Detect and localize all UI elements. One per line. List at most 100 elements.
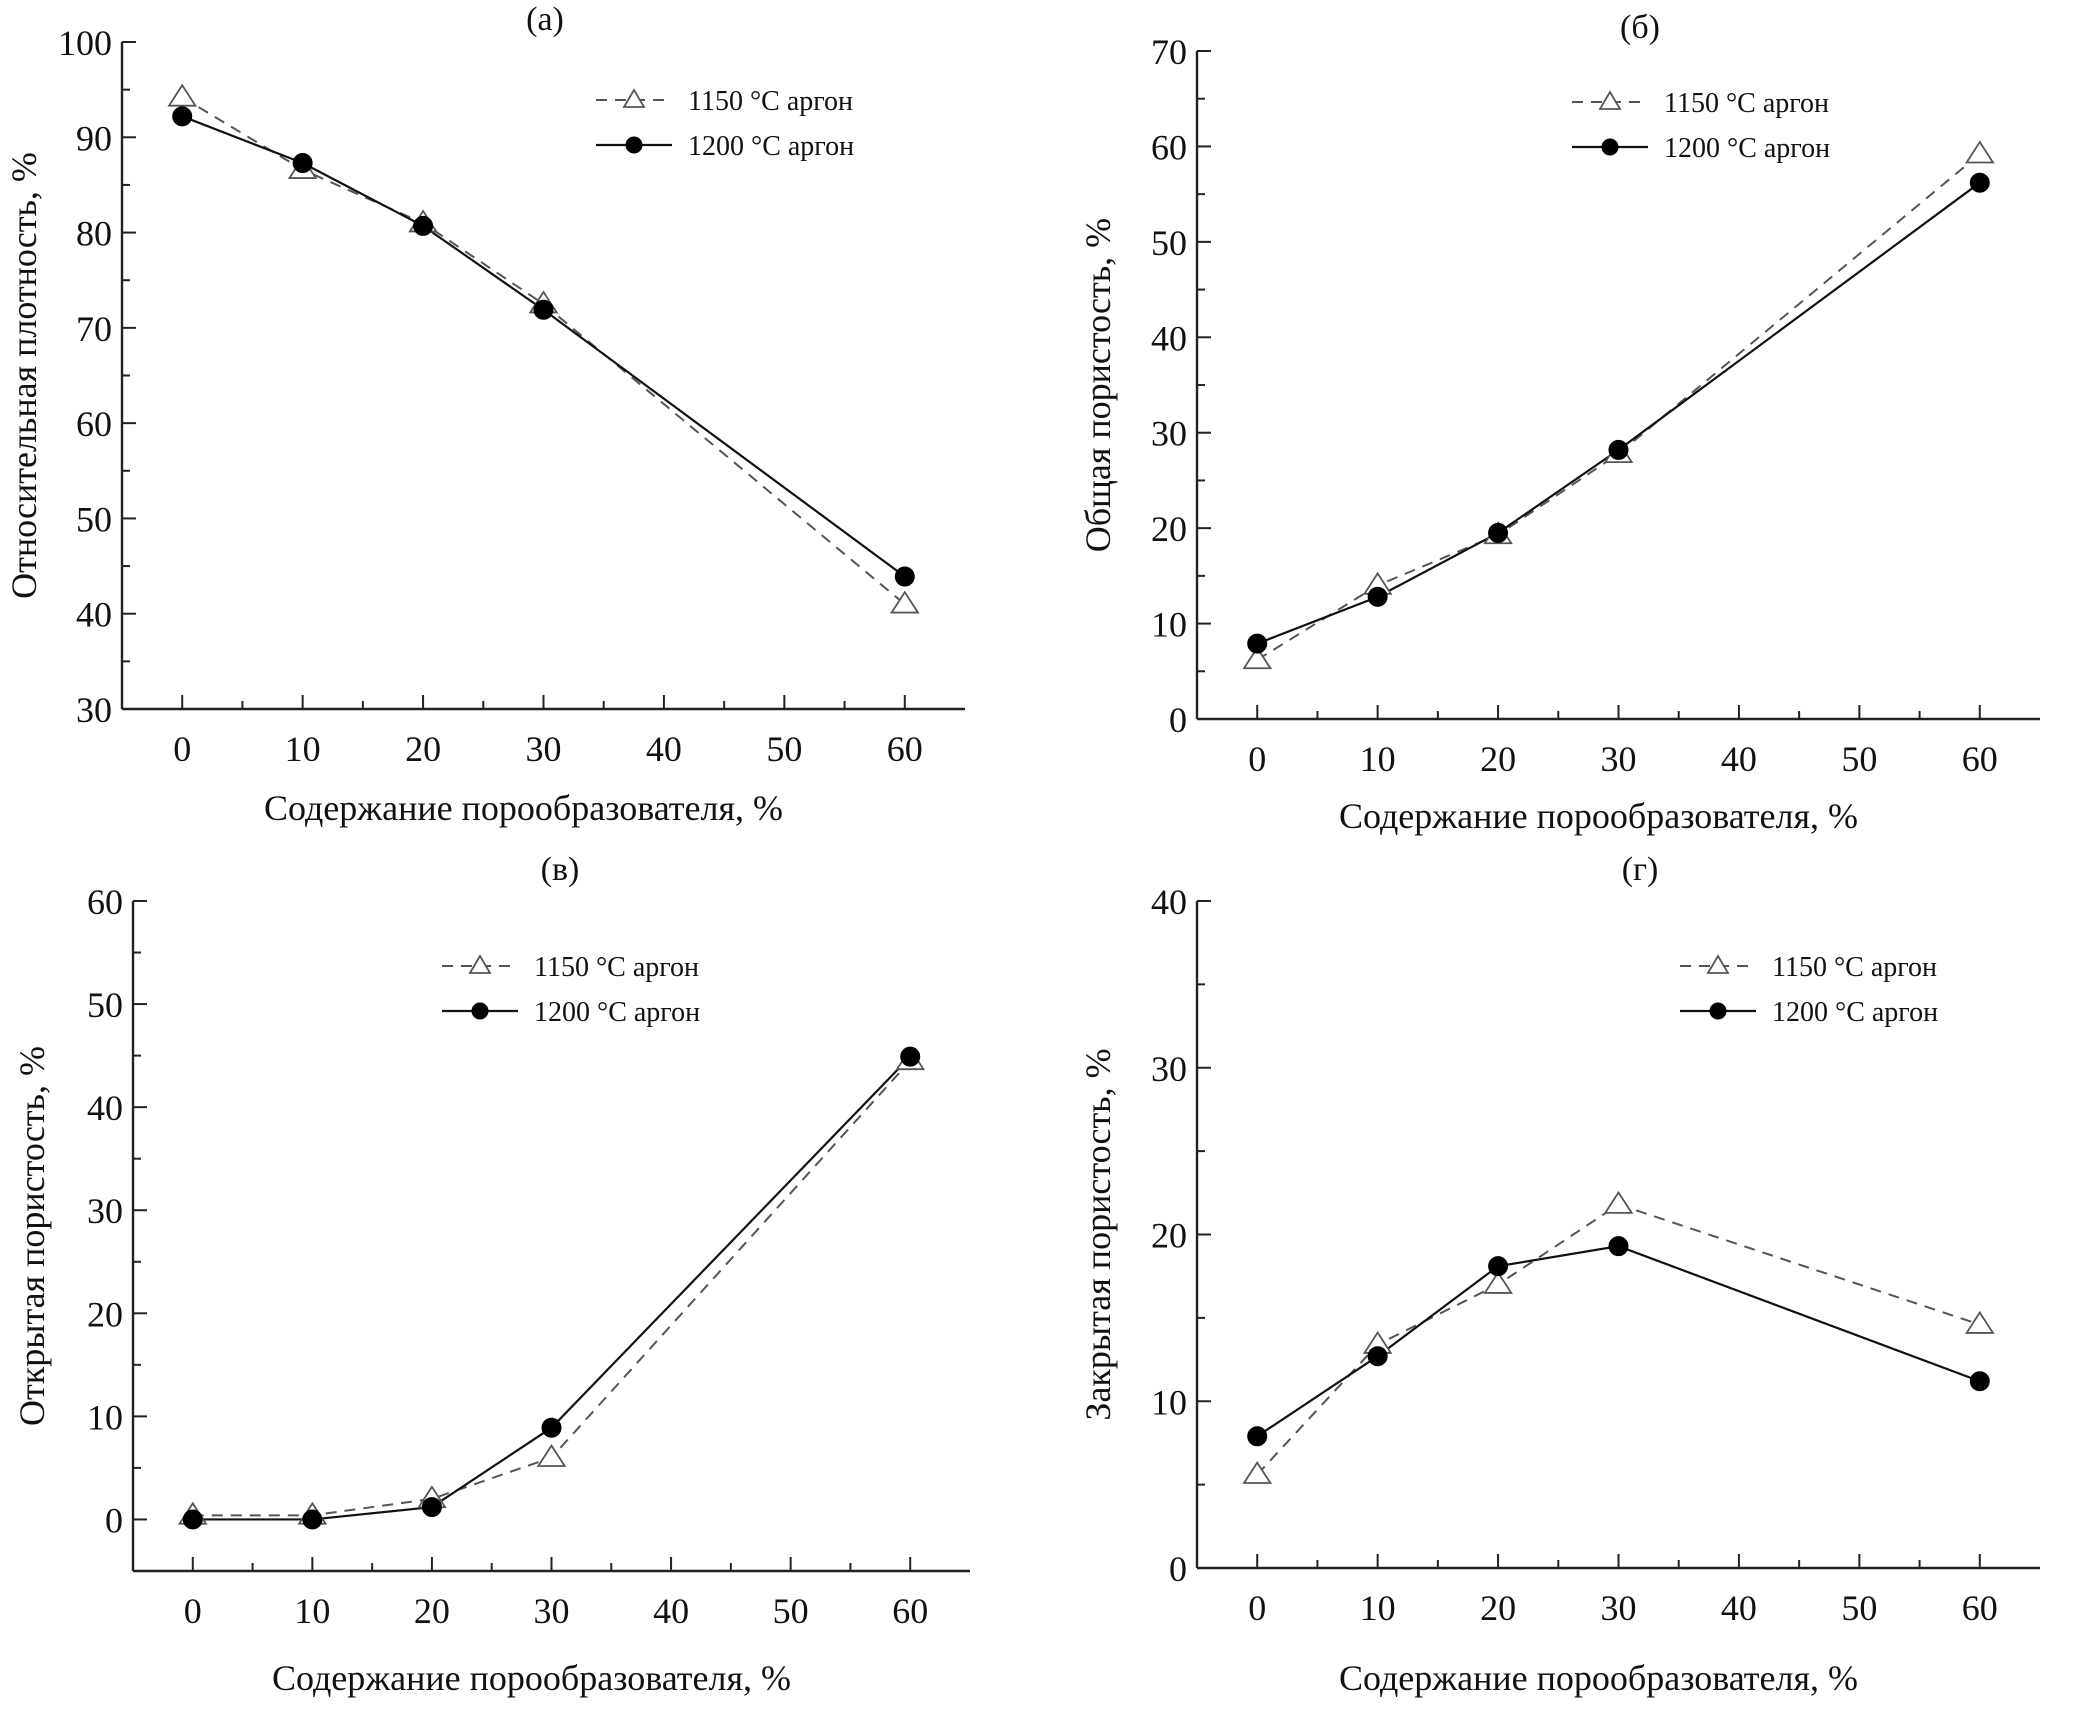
data-point-1200 [1969, 172, 1990, 193]
y-tick-label: 20 [1151, 509, 1187, 549]
x-tick-label: 20 [1480, 1588, 1516, 1628]
series-line-1150 [1256, 153, 1981, 661]
data-point-1200 [172, 106, 193, 127]
data-point-1200 [1488, 1256, 1509, 1277]
legend: 1150 °C аргон 1200 °C аргон [1572, 88, 1830, 164]
legend-label-1150: 1150 °C аргон [688, 86, 853, 117]
y-tick-label: 30 [87, 1191, 123, 1231]
series-line-1150 [181, 96, 906, 605]
data-point-1200 [1247, 633, 1268, 654]
panel-title: (в) [541, 851, 580, 888]
legend: 1150 °C аргон 1200 °C аргон [596, 86, 854, 162]
x-tick-label: 30 [1601, 739, 1637, 779]
y-tick-label: 50 [76, 499, 112, 539]
y-tick-label: 10 [87, 1397, 123, 1437]
x-axis-label: Содержание порообразователя, % [1339, 1658, 1858, 1698]
data-point-1150 [1242, 1460, 1273, 1484]
x-tick-label: 20 [405, 729, 441, 769]
y-tick-label: 80 [76, 214, 112, 254]
data-point-1150 [1483, 1270, 1513, 1294]
legend: 1150 °C аргон 1200 °C аргон [442, 952, 700, 1028]
x-tick-label: 50 [1841, 739, 1877, 779]
data-point-1200 [1969, 1371, 1990, 1392]
y-tick-label: 30 [76, 690, 112, 730]
x-tick-label: 30 [534, 1591, 570, 1631]
data-point-1200 [413, 215, 434, 236]
data-point-1150 [1964, 1310, 1995, 1334]
y-tick-label: 70 [1151, 32, 1187, 72]
series-line-1150 [192, 1060, 911, 1517]
x-tick-label: 30 [1601, 1588, 1637, 1628]
x-tick-label: 20 [414, 1591, 450, 1631]
data-point-1150 [889, 590, 920, 614]
data-point-1150 [167, 83, 198, 107]
data-point-1200 [302, 1509, 323, 1530]
x-tick-label: 40 [1721, 739, 1757, 779]
legend-marker-1150 [1598, 90, 1622, 110]
y-tick-label: 50 [1151, 223, 1187, 263]
y-tick-label: 30 [1151, 414, 1187, 454]
x-tick-label: 60 [887, 729, 923, 769]
y-tick-label: 0 [105, 1500, 123, 1540]
y-tick-label: 60 [87, 882, 123, 922]
y-tick-label: 20 [87, 1294, 123, 1334]
x-tick-label: 0 [173, 729, 191, 769]
panel-v-open-porosity: (в) 0 10 20 30 40 50 60 0 10 20 30 40 50 60 Содержание … [12, 851, 970, 1698]
data-point-1200 [533, 299, 554, 320]
y-axis-label: Открытая пористость, % [12, 1046, 52, 1426]
y-tick-label: 70 [76, 309, 112, 349]
legend-label-1150: 1150 °C аргон [1664, 88, 1829, 119]
data-point-1200 [900, 1046, 921, 1067]
x-tick-label: 0 [1248, 739, 1266, 779]
x-tick-label: 50 [766, 729, 802, 769]
x-tick-label: 30 [526, 729, 562, 769]
data-point-1200 [1608, 1236, 1629, 1257]
series-line-1200 [1256, 181, 1981, 645]
data-point-1200 [1367, 586, 1388, 607]
series-line-1200 [1256, 1245, 1981, 1438]
x-axis-label: Содержание порообразователя, % [1339, 796, 1858, 836]
y-axis-label: Общая пористость, % [1078, 218, 1118, 552]
y-tick-label: 0 [1169, 700, 1187, 740]
x-tick-label: 60 [1962, 739, 1998, 779]
legend-label-1200: 1200 °C аргон [534, 997, 700, 1028]
data-point-1200 [1247, 1426, 1268, 1447]
x-tick-label: 40 [1721, 1588, 1757, 1628]
x-tick-label: 20 [1480, 739, 1516, 779]
data-point-1200 [1488, 522, 1509, 543]
x-tick-label: 60 [892, 1591, 928, 1631]
legend-label-1200: 1200 °C аргон [688, 131, 854, 162]
x-tick-label: 60 [1962, 1588, 1998, 1628]
x-axis-label: Содержание порообразователя, % [264, 788, 783, 828]
y-tick-label: 100 [58, 23, 112, 63]
data-point-1200 [182, 1509, 203, 1530]
y-tick-label: 40 [87, 1088, 123, 1128]
legend-label-1200: 1200 °C аргон [1772, 997, 1938, 1028]
legend-label-1200: 1200 °C аргон [1664, 133, 1830, 164]
y-tick-label: 90 [76, 118, 112, 158]
panel-title: (г) [1622, 851, 1659, 888]
y-tick-label: 40 [1151, 318, 1187, 358]
y-tick-label: 30 [1151, 1049, 1187, 1089]
x-tick-label: 10 [294, 1591, 330, 1631]
data-point-1200 [1367, 1346, 1388, 1367]
y-tick-label: 50 [87, 985, 123, 1025]
y-tick-label: 60 [76, 404, 112, 444]
legend-marker-1150 [622, 88, 646, 108]
x-tick-label: 0 [184, 1591, 202, 1631]
y-tick-label: 10 [1151, 1382, 1187, 1422]
data-point-1200 [292, 153, 313, 174]
y-axis-label: Закрытая пористость, % [1078, 1048, 1118, 1420]
y-tick-label: 0 [1169, 1549, 1187, 1589]
x-tick-label: 50 [773, 1591, 809, 1631]
y-tick-label: 40 [1151, 882, 1187, 922]
data-point-1150 [1964, 140, 1995, 164]
panel-b-total-porosity: (б) 0 10 20 30 40 50 60 0 10 20 30 40 50 60 70 Содержани… [1078, 9, 2040, 836]
x-tick-label: 40 [653, 1591, 689, 1631]
panel-title: (б) [1620, 9, 1660, 46]
legend-label-1150: 1150 °C аргон [534, 952, 699, 983]
legend-marker-1200 [625, 136, 643, 154]
legend: 1150 °C аргон 1200 °C аргон [1680, 952, 1938, 1028]
x-tick-label: 10 [285, 729, 321, 769]
